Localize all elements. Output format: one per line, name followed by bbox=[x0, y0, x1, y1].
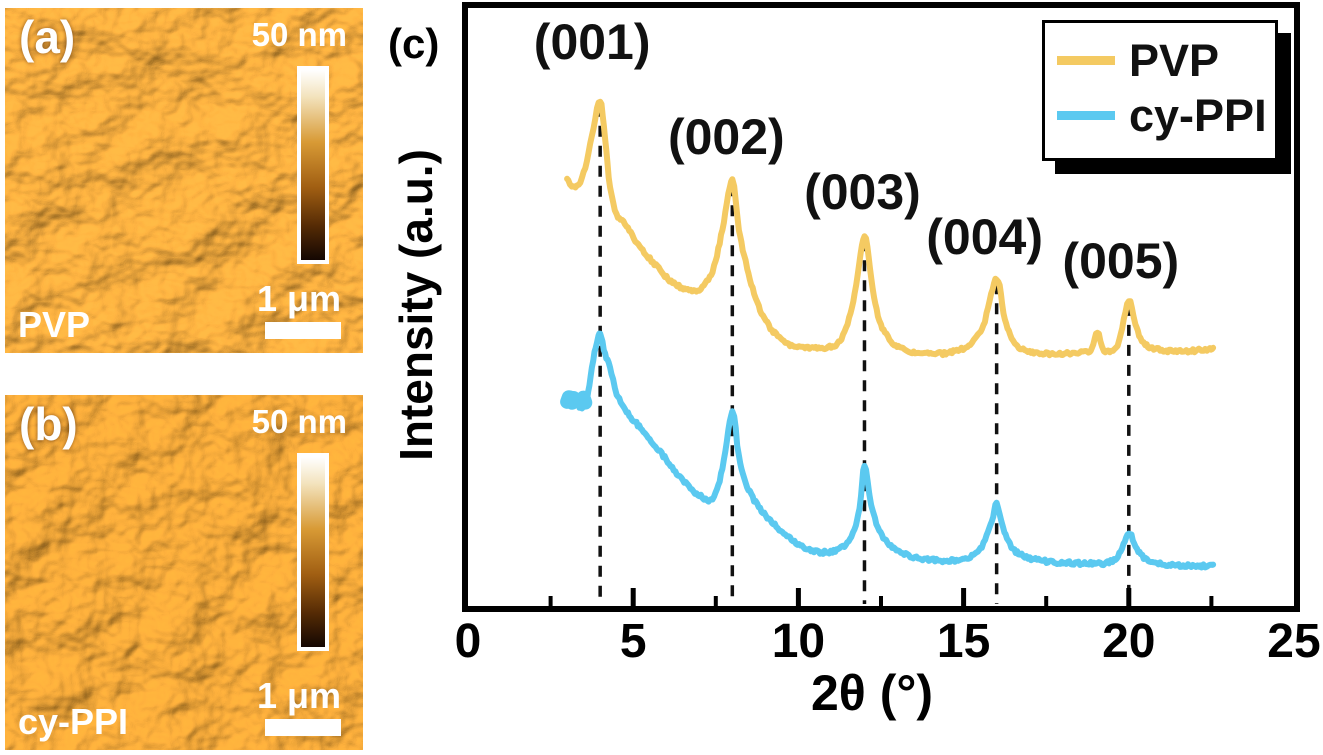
legend-swatch-cyppi bbox=[1057, 111, 1115, 121]
x-tick-label-0: 0 bbox=[454, 615, 482, 668]
panel-b-tag: (b) bbox=[19, 398, 78, 450]
peak-label-003: (003) bbox=[804, 164, 921, 221]
peak-label-001: (001) bbox=[533, 13, 651, 70]
panel-a-sample-label: PVP bbox=[18, 304, 91, 345]
afm-image-cyppi: (b) 50 nm 1 μm cy-PPI bbox=[5, 395, 363, 750]
peak-label-005: (005) bbox=[1062, 232, 1180, 289]
legend-item-pvp: PVP bbox=[1057, 37, 1265, 84]
x-tick-label-15: 15 bbox=[936, 615, 991, 668]
legend-swatch-pvp bbox=[1057, 56, 1115, 66]
y-axis-label: Intensity (a.u.) bbox=[390, 149, 442, 461]
x-tick-label-25: 25 bbox=[1267, 615, 1321, 668]
panel-a-scalebar bbox=[265, 322, 341, 339]
panel-a-tag: (a) bbox=[19, 11, 76, 63]
panel-b-sample-label: cy-PPI bbox=[18, 701, 129, 742]
peak-label-004: (004) bbox=[926, 209, 1043, 266]
panel-a-height-colorbar bbox=[297, 66, 329, 264]
panel-b-height-colorbar bbox=[297, 453, 329, 651]
peak-label-002: (002) bbox=[667, 109, 785, 166]
panel-b-scalebar bbox=[265, 719, 341, 736]
panel-a-height-scale-label: 50 nm bbox=[251, 16, 347, 53]
afm-image-pvp: (a) 50 nm 1 μm PVP bbox=[5, 8, 363, 353]
x-tick-label-10: 10 bbox=[771, 615, 826, 668]
panel-c-tag: (c) bbox=[388, 20, 440, 67]
legend: PVP cy-PPI bbox=[1042, 20, 1278, 161]
panel-b-scalebar-label: 1 μm bbox=[256, 675, 341, 716]
xrd-curves bbox=[548, 98, 1217, 606]
x-axis-label: 2θ (°) bbox=[810, 665, 934, 721]
panel-b-height-scale-label: 50 nm bbox=[251, 403, 347, 440]
legend-label-pvp: PVP bbox=[1129, 35, 1220, 86]
legend-item-cyppi: cy-PPI bbox=[1057, 90, 1267, 142]
legend-label-cyppi: cy-PPI bbox=[1129, 90, 1267, 142]
x-tick-label-5: 5 bbox=[619, 615, 647, 668]
panel-a-scalebar-label: 1 μm bbox=[256, 278, 341, 319]
x-tick-label-20: 20 bbox=[1102, 615, 1156, 668]
xrd-plot-area: (001) (002) (003) (004) (005) bbox=[462, 2, 1300, 612]
